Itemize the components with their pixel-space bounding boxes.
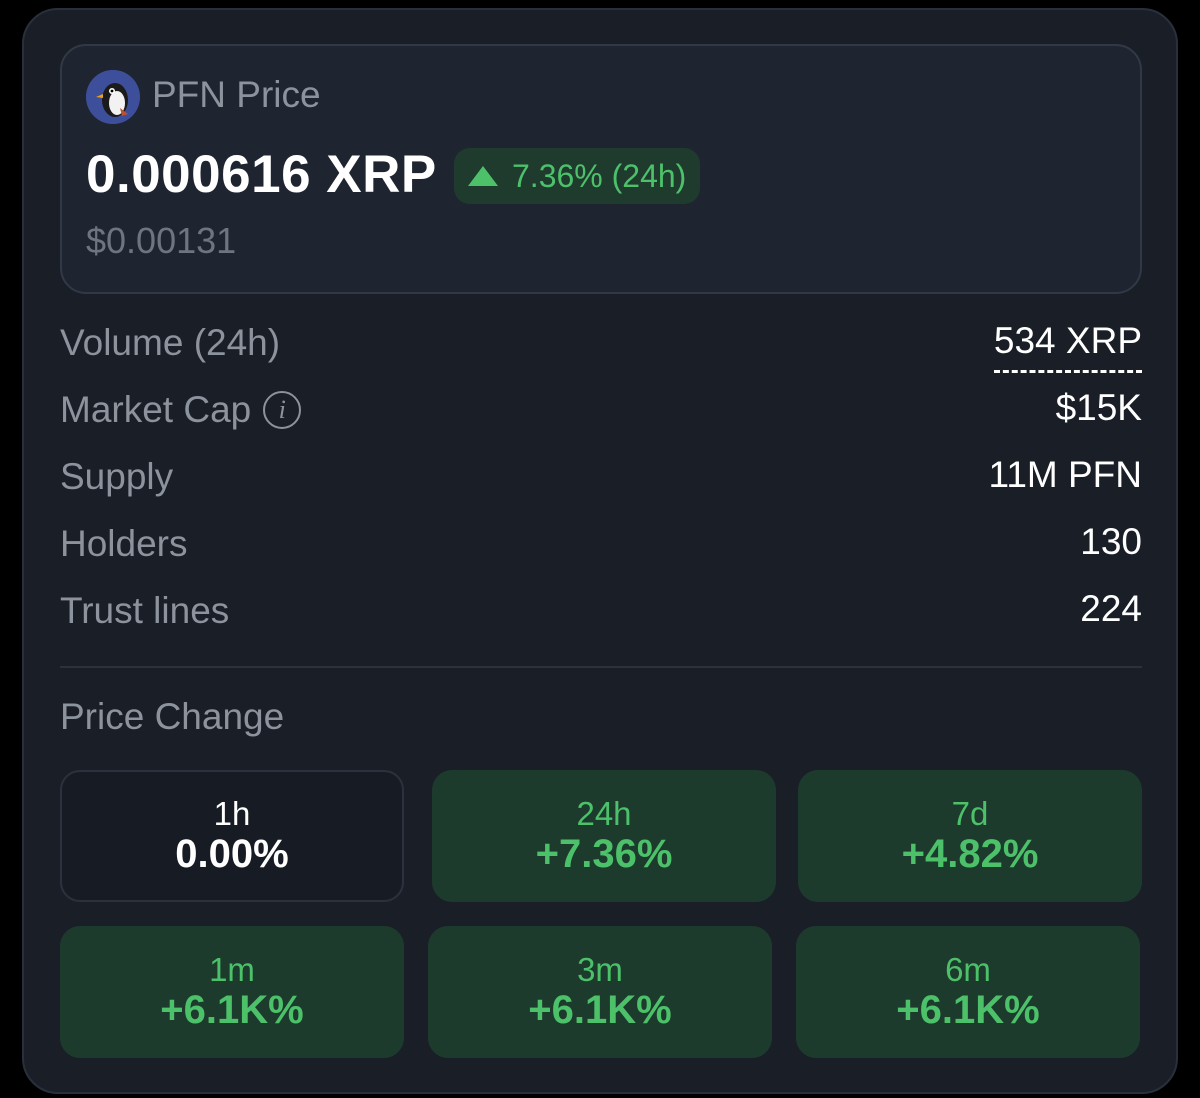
stat-value: $15K — [1055, 387, 1142, 428]
stat-label: Trust lines — [60, 590, 230, 631]
tile-value: +6.1K% — [528, 988, 672, 1032]
change-24h-badge: 7.36% (24h) — [454, 148, 701, 204]
price-change-tile-24h[interactable]: 24h +7.36% — [432, 770, 776, 902]
price-change-tile-1m[interactable]: 1m +6.1K% — [60, 926, 404, 1058]
price-xrp: 0.000616 XRP — [86, 145, 437, 204]
stat-row-volume: Volume (24h) 534 XRP — [60, 310, 1142, 377]
tile-period: 6m — [945, 951, 991, 988]
price-change-tile-6m[interactable]: 6m +6.1K% — [796, 926, 1140, 1058]
stat-value: 224 — [1080, 588, 1142, 629]
volume-value-link[interactable]: 534 XRP — [993, 320, 1142, 373]
divider — [60, 666, 1142, 668]
stat-value: 11M PFN — [988, 454, 1142, 495]
token-card: PFN Price 0.000616 XRP 7.36% (24h) $0.00… — [22, 8, 1178, 1094]
penguin-logo-icon — [86, 70, 140, 124]
tile-value: 0.00% — [175, 832, 289, 876]
price-change-title: Price Change — [60, 696, 285, 737]
price-header: PFN Price 0.000616 XRP 7.36% (24h) $0.00… — [60, 44, 1142, 294]
price-usd: $0.00131 — [86, 220, 237, 261]
arrow-up-icon — [468, 166, 498, 186]
stat-label: Volume (24h) — [60, 322, 281, 363]
price-change-tile-1h[interactable]: 1h 0.00% — [60, 770, 404, 902]
stat-label: Market Cap — [60, 389, 252, 430]
price-change-tile-3m[interactable]: 3m +6.1K% — [428, 926, 772, 1058]
change-24h-text: 7.36% (24h) — [512, 157, 687, 194]
stat-label: Holders — [60, 523, 188, 564]
token-title: PFN Price — [152, 74, 321, 115]
stat-row-supply: Supply 11M PFN — [60, 444, 1142, 511]
stat-label-group: Market Cap i — [60, 389, 302, 431]
tile-period: 24h — [576, 795, 632, 832]
tile-period: 1m — [209, 951, 255, 988]
tile-value: +4.82% — [901, 832, 1039, 876]
stat-label: Supply — [60, 456, 174, 497]
tile-value: +7.36% — [535, 832, 673, 876]
price-change-tile-7d[interactable]: 7d +4.82% — [798, 770, 1142, 902]
tile-period: 3m — [577, 951, 623, 988]
stat-value: 130 — [1080, 521, 1142, 562]
tile-value: +6.1K% — [160, 988, 304, 1032]
stats-list: Volume (24h) 534 XRP Market Cap i $15K S… — [60, 310, 1142, 645]
stat-row-holders: Holders 130 — [60, 511, 1142, 578]
info-icon[interactable]: i — [263, 391, 302, 429]
tile-value: +6.1K% — [896, 988, 1040, 1032]
stat-row-trust-lines: Trust lines 224 — [60, 578, 1142, 645]
stat-row-market-cap: Market Cap i $15K — [60, 377, 1142, 444]
tile-period: 7d — [951, 795, 989, 832]
tile-period: 1h — [213, 795, 251, 832]
